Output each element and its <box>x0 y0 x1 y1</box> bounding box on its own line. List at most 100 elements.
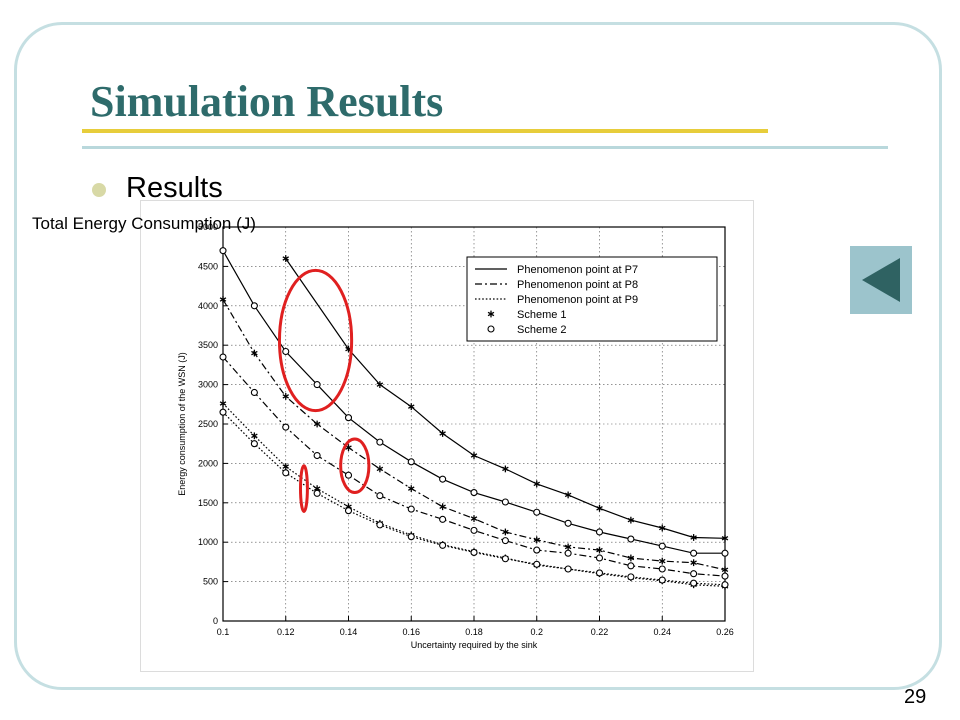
star-marker <box>282 463 290 470</box>
circle-marker <box>250 388 258 397</box>
star-marker <box>658 557 666 565</box>
star-marker <box>690 534 697 541</box>
star-marker <box>564 491 572 499</box>
circle-marker <box>219 247 227 255</box>
highlight-ellipse <box>298 464 309 513</box>
star-marker <box>407 403 415 411</box>
circle-marker <box>439 541 447 549</box>
star-marker <box>721 566 729 574</box>
star-marker <box>721 534 729 542</box>
back-triangle-icon <box>862 258 900 302</box>
circle-marker <box>344 471 353 479</box>
circle-marker <box>250 302 258 310</box>
highlight-ellipse <box>277 268 354 413</box>
circle-marker <box>690 579 698 587</box>
circle-marker <box>564 549 572 557</box>
x-tick-label: 0.16 <box>402 627 420 637</box>
star-marker <box>313 420 321 428</box>
y-tick-label: 1000 <box>198 537 218 547</box>
circle-marker <box>470 548 478 556</box>
star-marker <box>282 393 290 400</box>
circle-marker <box>407 458 415 466</box>
legend-label: Scheme 1 <box>517 309 567 321</box>
x-tick-label: 0.22 <box>591 627 609 637</box>
legend-label: Phenomenon point at P7 <box>517 264 638 276</box>
circle-marker <box>721 572 729 580</box>
star-marker <box>376 465 384 473</box>
x-tick-label: 0.1 <box>217 627 230 637</box>
circle-marker <box>344 507 353 515</box>
title-underline-gold <box>82 129 768 133</box>
x-axis-label: Uncertainty required by the sink <box>411 640 538 650</box>
star-marker <box>470 515 478 522</box>
circle-marker <box>282 347 290 356</box>
x-tick-label: 0.24 <box>653 627 671 637</box>
circle-marker <box>439 475 447 483</box>
star-marker <box>658 524 666 532</box>
energy-chart: 0.1 0.12 0.14 0.16 0.18 0.2 0.22 0.24 0.26 0 500 10… <box>177 222 734 650</box>
circle-marker <box>501 555 509 563</box>
star-marker <box>219 296 227 303</box>
plot-border <box>222 226 726 622</box>
star-marker <box>596 546 603 554</box>
star-marker <box>502 528 509 536</box>
page-number: 29 <box>904 686 927 708</box>
star-marker <box>627 554 635 562</box>
star-marker <box>533 480 541 488</box>
slide-frame <box>14 22 942 690</box>
star-marker <box>627 516 635 524</box>
star-marker <box>502 465 509 473</box>
y-tick-label: 500 <box>203 577 218 587</box>
circle-marker <box>595 554 604 562</box>
circle-marker <box>376 438 384 446</box>
slide-title: Simulation Results <box>90 77 444 126</box>
back-button[interactable] <box>850 246 912 314</box>
y-tick-label: 2000 <box>198 458 218 468</box>
circle-marker <box>595 569 604 577</box>
y-tick-label: 1500 <box>198 498 218 508</box>
circle-marker <box>627 535 635 543</box>
circle-marker <box>407 533 415 541</box>
circle-marker <box>282 423 290 431</box>
star-marker <box>470 452 478 459</box>
circle-marker <box>658 542 666 550</box>
bullet-icon <box>92 183 106 197</box>
circle-marker <box>407 505 415 513</box>
circle-marker <box>533 508 541 516</box>
circle-marker <box>282 469 290 477</box>
y-tick-label: 3500 <box>198 340 218 350</box>
circle-marker <box>501 498 509 506</box>
circle-marker <box>376 521 384 529</box>
bullet-text: Results <box>126 172 223 204</box>
star-marker <box>439 503 446 511</box>
legend-label: Scheme 2 <box>517 324 567 336</box>
x-tick-label: 0.12 <box>277 627 295 637</box>
y-axis-note: Total Energy Consumption (J) <box>32 214 256 233</box>
star-marker <box>564 543 572 551</box>
circle-marker <box>250 440 258 448</box>
star-marker <box>251 349 258 357</box>
title-underline-teal <box>82 146 888 149</box>
legend-label: Phenomenon point at P8 <box>517 279 638 291</box>
circle-marker <box>533 560 541 568</box>
y-tick-label: 3000 <box>198 380 218 390</box>
circle-marker <box>690 570 698 578</box>
circle-marker <box>533 546 541 554</box>
circle-marker <box>376 492 384 500</box>
star-marker <box>596 504 603 512</box>
star-marker <box>439 430 446 437</box>
circle-marker <box>690 549 698 557</box>
x-tick-label: 0.14 <box>340 627 358 637</box>
star-marker <box>251 432 258 440</box>
circle-marker <box>313 489 321 497</box>
circle-marker <box>501 537 509 545</box>
circle-marker <box>595 528 604 536</box>
circle-marker <box>219 408 227 416</box>
circle-marker <box>564 565 572 573</box>
y-tick-label: 5000 <box>198 222 218 232</box>
circle-marker <box>564 519 572 527</box>
x-tick-label: 0.18 <box>465 627 483 637</box>
series-line <box>285 258 726 539</box>
circle-marker <box>470 526 478 534</box>
circle-marker <box>439 515 447 523</box>
